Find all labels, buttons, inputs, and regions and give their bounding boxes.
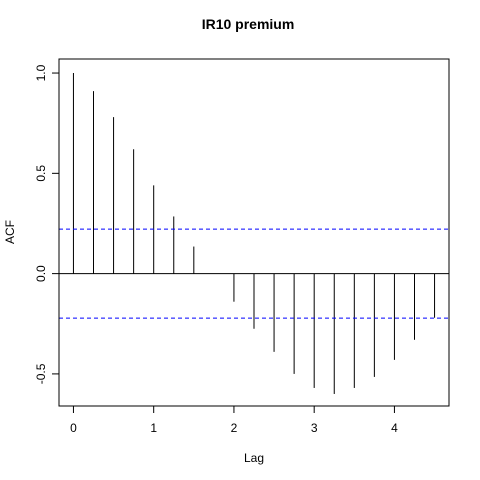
y-axis: -0.5 0.0 0.5 1.0: [34, 64, 60, 384]
x-tick-label-3: 3: [311, 421, 318, 435]
y-tick-label-1: 0.0: [34, 265, 48, 282]
plot-frame: [58, 58, 450, 407]
y-axis-label: ACF: [3, 220, 17, 244]
reference-lines: [59, 228, 449, 319]
y-tick-label-0: -0.5: [34, 363, 48, 384]
y-tick-label-3: 1.0: [34, 64, 48, 81]
x-tick-label-4: 4: [391, 421, 398, 435]
chart-title: IR10 premium: [202, 16, 295, 32]
y-tick-label-2: 0.5: [34, 165, 48, 182]
x-axis: 0 1 2 3 4: [70, 405, 398, 435]
acf-bars: [72, 73, 436, 394]
x-axis-label: Lag: [244, 451, 264, 465]
x-tick-label-0: 0: [70, 421, 77, 435]
x-tick-label-2: 2: [231, 421, 238, 435]
x-tick-label-1: 1: [150, 421, 157, 435]
